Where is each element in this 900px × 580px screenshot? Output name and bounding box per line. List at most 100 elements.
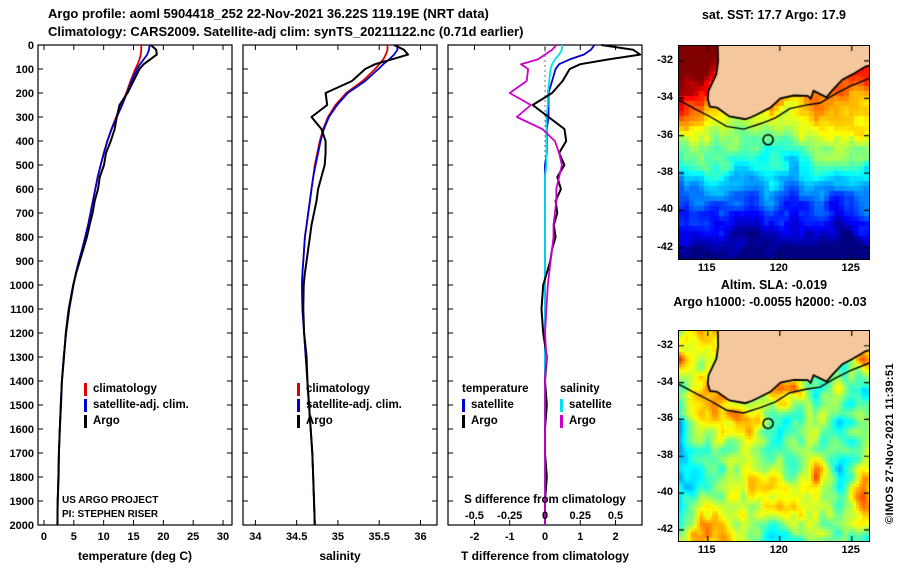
series-satellite-adj-clim- [56, 44, 151, 526]
series-satellite-adj-clim- [301, 45, 399, 526]
climatology-swatch [84, 382, 87, 396]
map-tick-label: 115 [697, 544, 716, 556]
sdiff-tick-label: 0 [541, 510, 549, 522]
svg-text:20: 20 [157, 531, 169, 543]
svg-text:35: 35 [332, 531, 344, 543]
svg-text:30: 30 [217, 531, 229, 543]
legend-item-climatology: climatology [297, 381, 402, 397]
svg-text:1700: 1700 [10, 448, 34, 460]
tdiff-legend-temperature: temperature satellite Argo [462, 381, 528, 429]
svg-text:34.5: 34.5 [286, 531, 307, 543]
map-tick-label: -38 [657, 449, 673, 462]
sst-map-title: sat. SST: 17.7 Argo: 17.9 [701, 8, 847, 22]
sla-map-canvas [678, 330, 870, 542]
svg-text:1300: 1300 [10, 352, 34, 364]
sdiff-axis-label: S difference from climatology [464, 494, 626, 506]
svg-text:15: 15 [127, 531, 139, 543]
tdiff-legend-salinity: salinity satellite Argo [560, 381, 612, 429]
svg-text:400: 400 [16, 136, 34, 148]
legend-item-argo: Argo [84, 413, 189, 429]
svg-text:1900: 1900 [10, 496, 34, 508]
tdiff-axis-label: T difference from climatology [460, 549, 630, 563]
map-tick-label: 125 [841, 262, 860, 274]
satellite-clim-swatch [84, 398, 87, 412]
sdiff-axis-ticks: -0.5 -0.25 0 0.25 0.5 [0, 510, 900, 524]
svg-text:100: 100 [16, 64, 34, 76]
map-tick-label: -36 [657, 412, 673, 425]
legend-item-satellite: satellite [560, 397, 612, 413]
svg-text:-2: -2 [470, 531, 480, 543]
legend-item-climatology: climatology [84, 381, 189, 397]
svg-text:1200: 1200 [10, 328, 34, 340]
svg-text:35.5: 35.5 [369, 531, 390, 543]
legend-item-satellite: satellite [462, 397, 528, 413]
svg-text:700: 700 [16, 208, 34, 220]
series-argo [56, 44, 158, 526]
sdiff-tick-label: -0.25 [497, 510, 523, 522]
argo-s-swatch [560, 414, 563, 428]
svg-text:800: 800 [16, 232, 34, 244]
satellite-clim-swatch [297, 398, 300, 412]
legend-label: satellite [569, 399, 612, 411]
map-tick-label: -32 [657, 53, 673, 66]
sdiff-tick-label: 0.5 [607, 510, 624, 522]
svg-text:0: 0 [28, 40, 34, 52]
argo-swatch [84, 414, 87, 428]
map-tick-label: -38 [657, 166, 673, 179]
legend-item-argo: Argo [560, 413, 612, 429]
sla-map-title-line2: Argo h1000: -0.0055 h2000: -0.03 [673, 295, 867, 309]
svg-text:1400: 1400 [10, 376, 34, 388]
svg-text:36: 36 [414, 531, 426, 543]
figure-title-line1: Argo profile: aoml 5904418_252 22-Nov-20… [48, 6, 489, 21]
satellite-t-swatch [462, 398, 465, 412]
series-argo-t-diff [531, 44, 642, 525]
legend-header-temperature: temperature [462, 383, 529, 395]
map-tick-label: -32 [657, 338, 673, 351]
svg-text:25: 25 [187, 531, 199, 543]
map-tick-label: 120 [769, 262, 788, 274]
svg-text:1500: 1500 [10, 400, 34, 412]
svg-text:1: 1 [577, 531, 583, 543]
svg-text:1100: 1100 [10, 304, 34, 316]
legend-label: Argo [93, 415, 120, 427]
map-tick-label: 125 [841, 544, 860, 556]
svg-text:300: 300 [16, 112, 34, 124]
project-notes: US ARGO PROJECT PI: STEPHEN RISER [62, 494, 158, 522]
legend-label: Argo [569, 415, 596, 427]
svg-text:2: 2 [612, 531, 618, 543]
svg-text:900: 900 [16, 256, 34, 268]
series-climatology [56, 45, 143, 526]
temperature-panel-legend: climatology satellite-adj. clim. Argo [84, 381, 189, 429]
svg-text:500: 500 [16, 160, 34, 172]
svg-text:0: 0 [41, 531, 47, 543]
svg-text:-1: -1 [505, 531, 515, 543]
svg-text:1600: 1600 [10, 424, 34, 436]
legend-item-satellite-clim: satellite-adj. clim. [84, 397, 189, 413]
temperature-axis-label: temperature (deg C) [77, 549, 193, 563]
sdiff-tick-label: 0.25 [569, 510, 591, 522]
legend-label: Argo [306, 415, 333, 427]
project-name: US ARGO PROJECT [62, 495, 159, 506]
sdiff-tick-label: -0.5 [464, 510, 484, 522]
series-satellite-t-diff [544, 44, 596, 525]
map-tick-label: 115 [697, 262, 716, 274]
map-tick-label: -40 [657, 203, 673, 216]
legend-label: climatology [93, 383, 157, 395]
svg-text:5: 5 [71, 531, 77, 543]
map-tick-label: -36 [657, 128, 673, 141]
svg-text:0: 0 [542, 531, 548, 543]
svg-text:600: 600 [16, 184, 34, 196]
svg-text:10: 10 [98, 531, 110, 543]
argo-t-swatch [462, 414, 465, 428]
satellite-s-swatch [560, 398, 563, 412]
project-pi: PI: STEPHEN RISER [62, 509, 159, 520]
series-argo [302, 44, 410, 526]
legend-header-salinity: salinity [560, 383, 600, 395]
imos-credit: ©IMOS 27-Nov-2021 11:39:51 [884, 363, 896, 524]
legend-label: satellite [471, 399, 514, 411]
svg-text:2000: 2000 [10, 520, 34, 532]
figure-title-line2: Climatology: CARS2009. Satellite-adj cli… [48, 24, 524, 39]
sla-map-title-line1: Altim. SLA: -0.019 [720, 278, 828, 292]
